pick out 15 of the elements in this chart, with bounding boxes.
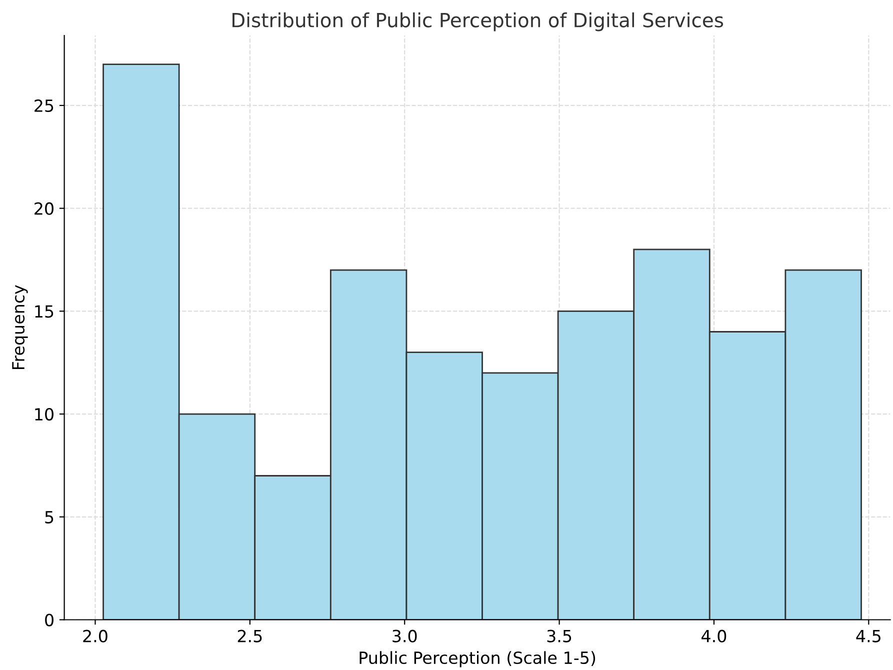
x-tick-label: 4.0 bbox=[702, 630, 726, 642]
y-tick-label: 10 bbox=[35, 408, 54, 421]
x-tick-label: 4.5 bbox=[856, 630, 880, 642]
y-axis-title: Frequency bbox=[12, 285, 28, 370]
y-tick-label: 5 bbox=[45, 511, 54, 524]
x-axis-title: Public Perception (Scale 1-5) bbox=[360, 651, 596, 668]
x-tick-label: 2.0 bbox=[83, 630, 108, 642]
chart-title: Distribution of Public Perception of Digital Services bbox=[232, 12, 724, 32]
y-tick-label: 20 bbox=[34, 202, 54, 215]
y-tick-label: 15 bbox=[35, 305, 54, 318]
x-tick-label: 3.5 bbox=[547, 630, 572, 642]
y-tick-label: 25 bbox=[34, 99, 54, 112]
y-tick-label: 0 bbox=[45, 614, 54, 626]
x-tick-label: 2.5 bbox=[238, 630, 262, 642]
x-tick-label: 3.0 bbox=[392, 630, 417, 642]
